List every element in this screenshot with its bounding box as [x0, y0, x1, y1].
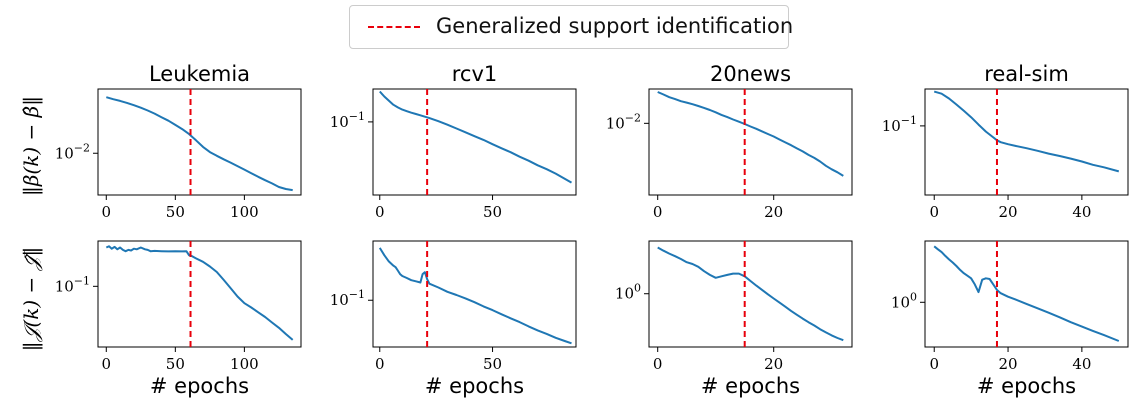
x-axis-label: # epochs: [701, 374, 800, 398]
series-line: [658, 248, 844, 341]
x-tick-label: 20: [764, 355, 783, 373]
x-tick-label: 100: [230, 355, 259, 373]
x-tick-label: 20: [764, 203, 783, 221]
x-axis-label: # epochs: [150, 374, 249, 398]
panel-bottom-real-sim: 0 20 40 100 # epochs: [891, 241, 1128, 398]
x-axis-label: # epochs: [977, 374, 1076, 398]
x-tick-label: 0: [102, 355, 112, 373]
y-tick-label: 10−1: [55, 274, 90, 295]
axes-frame: [98, 241, 301, 347]
series-line: [106, 97, 292, 190]
x-tick-label: 0: [102, 203, 112, 221]
axes-frame: [98, 89, 301, 195]
axes-frame: [373, 89, 576, 195]
series-line: [934, 92, 1119, 172]
x-axis-label: # epochs: [425, 374, 524, 398]
panel-title: 20news: [710, 62, 791, 86]
y-tick-label: 10−1: [882, 114, 917, 135]
axes-frame: [925, 241, 1128, 347]
axes-frame: [649, 89, 852, 195]
x-tick-label: 0: [653, 203, 663, 221]
panel-top-leukemia: 0 50 100 10−2 Leukemia: [55, 62, 301, 221]
x-tick-label: 0: [653, 355, 663, 373]
y-axis-label-top: ‖β(k) − β̂‖: [19, 96, 44, 196]
x-tick-label: 0: [375, 203, 385, 221]
panel-title: Leukemia: [149, 62, 250, 86]
y-tick-label: 10−2: [55, 141, 90, 162]
y-tick-label: 100: [615, 282, 641, 303]
x-tick-label: 50: [483, 203, 502, 221]
x-tick-label: 40: [1072, 355, 1091, 373]
x-tick-label: 40: [1072, 203, 1091, 221]
legend-dashed-line-swatch: [368, 26, 420, 28]
x-tick-label: 50: [166, 355, 185, 373]
series-line: [106, 246, 292, 340]
x-tick-label: 0: [375, 355, 385, 373]
x-tick-label: 0: [929, 355, 939, 373]
y-tick-label: 10−2: [606, 111, 641, 132]
panel-bottom-leukemia: 0 50 100 10−1 # epochs: [55, 241, 301, 398]
x-tick-label: 20: [998, 355, 1017, 373]
series-line: [380, 248, 572, 343]
axes-frame: [373, 241, 576, 347]
x-tick-label: 20: [998, 203, 1017, 221]
series-line: [934, 246, 1119, 341]
x-tick-label: 50: [166, 203, 185, 221]
y-tick-label: 10−1: [330, 288, 365, 309]
y-tick-label: 100: [891, 290, 917, 311]
panel-top-rcv1: 0 50 10−1 rcv1: [330, 62, 576, 221]
x-tick-label: 100: [230, 203, 259, 221]
legend: Generalized support identification: [349, 5, 789, 49]
panel-bottom-rcv1: 0 50 10−1 # epochs: [330, 241, 576, 398]
y-tick-label: 10−1: [330, 110, 365, 131]
series-line: [658, 92, 844, 176]
series-line: [380, 92, 572, 183]
panel-top-20news: 0 20 10−2 20news: [606, 62, 852, 221]
panel-bottom-20news: 0 20 100 # epochs: [615, 241, 852, 398]
x-tick-label: 50: [483, 355, 502, 373]
x-tick-label: 0: [929, 203, 939, 221]
legend-label: Generalized support identification: [436, 14, 793, 38]
y-axis-label-bottom: ‖𝒥(k) − 𝒥̂‖: [19, 247, 44, 352]
panel-top-real-sim: 0 20 40 10−1 real-sim: [882, 62, 1128, 221]
panel-title: rcv1: [452, 62, 498, 86]
panel-title: real-sim: [984, 62, 1069, 86]
